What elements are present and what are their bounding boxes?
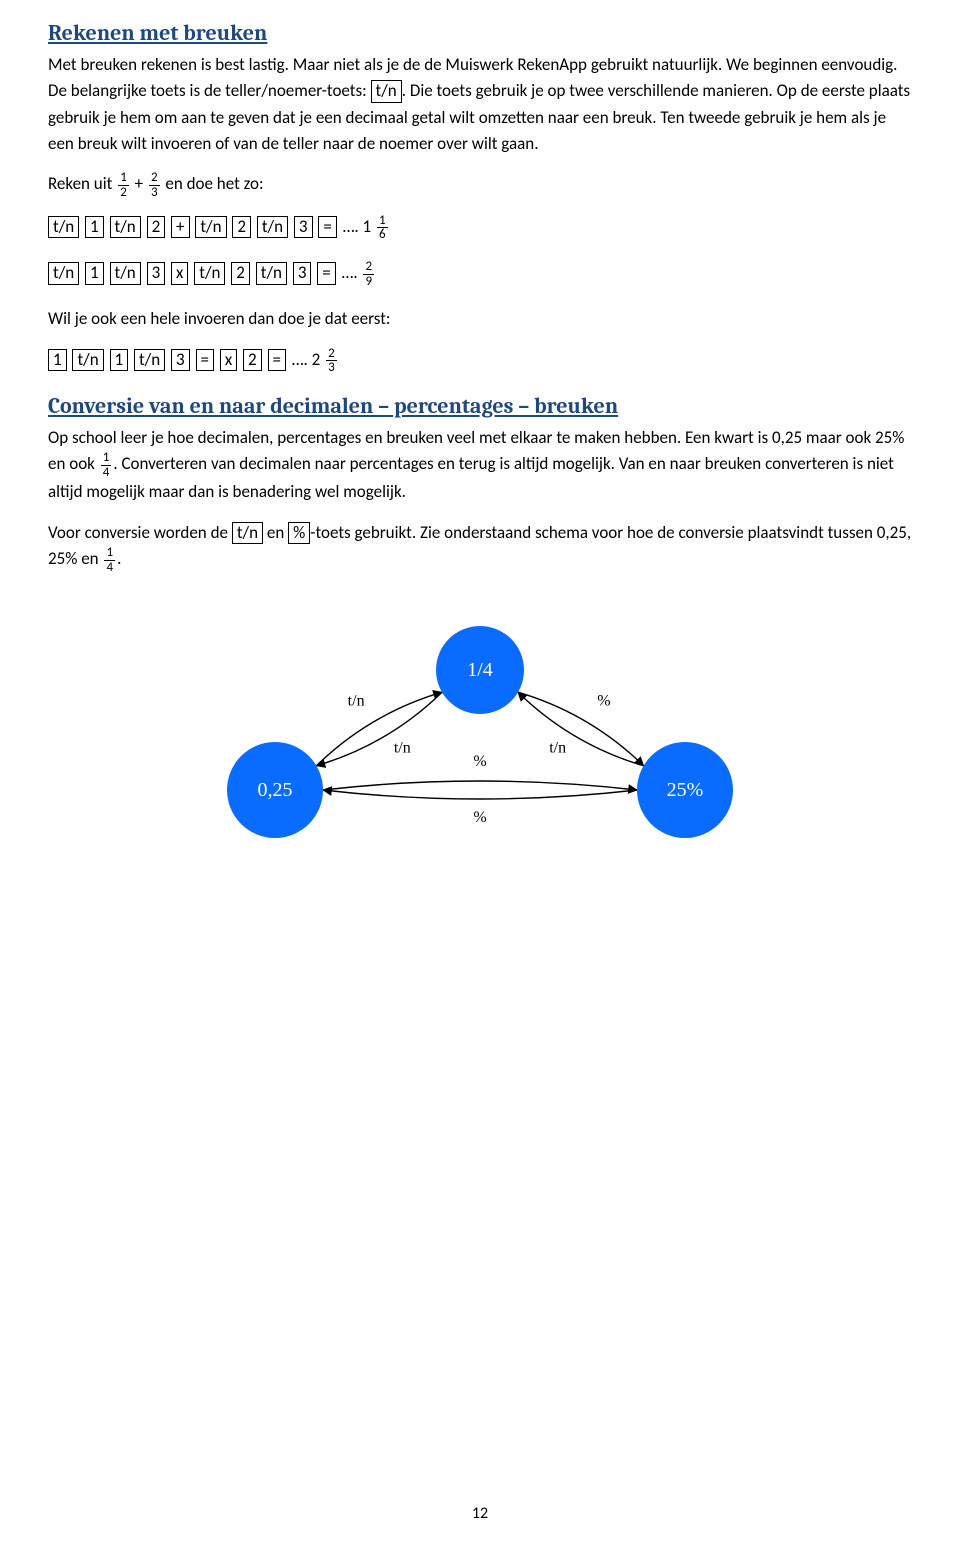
key-3: 3 <box>171 349 190 371</box>
frac-num: 1 <box>104 546 115 560</box>
tn-key: t/n <box>232 522 263 544</box>
key-2: 2 <box>232 216 251 238</box>
section1-title: Rekenen met breuken <box>48 20 912 46</box>
key-: = <box>317 262 335 284</box>
key-1: 1 <box>85 262 104 284</box>
key-sequence-1: t/n 1 t/n 2 + t/n 2 t/n 3 = …. 1 16 <box>48 214 912 242</box>
key-1: 1 <box>85 216 104 238</box>
key-2: 2 <box>147 216 166 238</box>
key-tn: t/n <box>48 262 79 284</box>
edge-label: % <box>473 809 486 826</box>
page: Rekenen met breuken Met breuken rekenen … <box>0 0 960 1541</box>
p2a-text: Reken uit <box>48 174 116 195</box>
edge-pct-frac <box>518 693 644 767</box>
frac-num: 1 <box>101 451 112 465</box>
key-x: x <box>171 262 188 284</box>
key-sequence-2: t/n 1 t/n 3 x t/n 2 t/n 3 = …. 29 <box>48 260 912 288</box>
frac-den: 2 <box>118 185 129 200</box>
key-2: 2 <box>243 349 262 371</box>
frac-den: 4 <box>101 465 112 480</box>
key-tn: t/n <box>195 216 226 238</box>
result-fraction: 23 <box>326 347 337 375</box>
key-3: 3 <box>293 262 312 284</box>
key-3: 3 <box>294 216 313 238</box>
percent-key: % <box>288 522 310 544</box>
key-1: 1 <box>110 349 129 371</box>
diagram-svg: t/n t/n% t/n%% 0,25 1/4 25% <box>185 610 775 870</box>
key-tn: t/n <box>48 216 79 238</box>
key-sequence-3: 1 t/n 1 t/n 3 = x 2 = …. 2 23 <box>48 347 912 375</box>
key-3: 3 <box>147 262 166 284</box>
section1-paragraph1: Met breuken rekenen is best lastig. Maar… <box>48 52 912 157</box>
frac-num: 2 <box>149 171 160 185</box>
s2p1b: . Converteren van decimalen naar percent… <box>48 453 894 502</box>
s2p2d: . <box>117 548 121 569</box>
key-x: x <box>220 349 237 371</box>
key-: + <box>171 216 189 238</box>
edge-frac-decimal <box>316 693 442 767</box>
key-tn: t/n <box>110 216 141 238</box>
edge-decimal-pct <box>323 781 637 790</box>
edge-label: % <box>597 693 610 710</box>
fraction-1-4: 1 4 <box>104 546 115 574</box>
result-fraction: 16 <box>377 214 388 242</box>
seq-tail: …. 1 <box>343 216 375 237</box>
edge-label: t/n <box>348 693 365 710</box>
fraction-2-3: 2 3 <box>149 171 160 199</box>
section2-paragraph1: Op school leer je hoe decimalen, percent… <box>48 425 912 506</box>
frac-den: 3 <box>149 185 160 200</box>
key-tn: t/n <box>194 262 225 284</box>
seq-tail: …. 2 <box>292 349 324 370</box>
edge-frac-pct <box>518 693 644 767</box>
key-1: 1 <box>48 349 67 371</box>
edge-label: % <box>473 753 486 770</box>
node-label-frac: 1/4 <box>467 659 493 681</box>
key-tn: t/n <box>257 216 288 238</box>
edge-decimal-frac <box>316 693 442 767</box>
key-2: 2 <box>231 262 250 284</box>
edge-label: t/n <box>394 740 411 757</box>
key-tn: t/n <box>72 349 103 371</box>
s2p2b: en <box>267 522 288 543</box>
s2p2a: Voor conversie worden de <box>48 522 232 543</box>
node-label-decimal: 0,25 <box>258 779 293 801</box>
fraction-1-4: 1 4 <box>101 451 112 479</box>
edge-label: t/n <box>549 740 566 757</box>
edge-pct-decimal <box>323 790 637 799</box>
frac-den: 4 <box>104 560 115 575</box>
key-tn: t/n <box>134 349 165 371</box>
result-fraction: 29 <box>363 260 374 288</box>
seq-tail: …. <box>342 262 362 283</box>
section2-paragraph2: Voor conversie worden de t/n en %-toets … <box>48 520 912 575</box>
tn-key: t/n <box>371 80 402 102</box>
conversion-diagram: t/n t/n% t/n%% 0,25 1/4 25% <box>48 610 912 870</box>
section1-paragraph3: Wil je ook een hele invoeren dan doe je … <box>48 306 912 332</box>
key-tn: t/n <box>110 262 141 284</box>
key-: = <box>268 349 286 371</box>
fraction-1-2: 1 2 <box>118 171 129 199</box>
section2-title: Conversie van en naar decimalen – percen… <box>48 393 912 419</box>
plus-text: + <box>135 174 147 195</box>
node-label-pct: 25% <box>667 779 704 801</box>
key-: = <box>318 216 336 238</box>
key-tn: t/n <box>256 262 287 284</box>
p2b-text: en doe het zo: <box>165 174 263 195</box>
key-: = <box>196 349 214 371</box>
section1-paragraph2: Reken uit 1 2 + 2 3 en doe het zo: <box>48 171 912 199</box>
frac-num: 1 <box>118 171 129 185</box>
page-number: 12 <box>0 1504 960 1523</box>
